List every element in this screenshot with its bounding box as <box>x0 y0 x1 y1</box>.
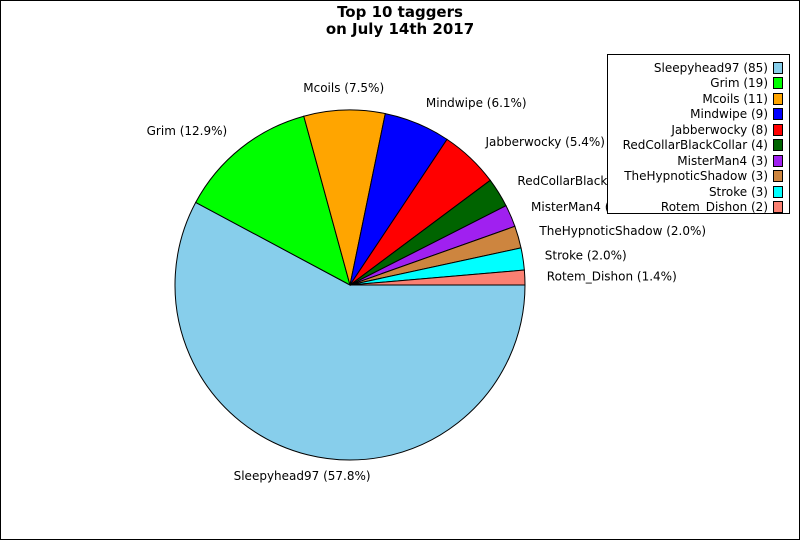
legend-item: Stroke (3) <box>608 184 789 200</box>
chart-title-line-2: on July 14th 2017 <box>325 20 475 38</box>
slice-label: Rotem_Dishon (1.4%) <box>547 270 677 284</box>
legend-item: TheHypnoticShadow (3) <box>608 169 789 185</box>
legend-label: Sleepyhead97 (85) <box>653 60 768 75</box>
slice-label: Grim (12.9%) <box>147 124 228 138</box>
legend-label: Mindwipe (9) <box>690 107 768 122</box>
legend-swatch <box>773 123 783 136</box>
legend-item: RedCollarBlackCollar (4) <box>608 138 789 154</box>
legend-swatch <box>773 77 783 90</box>
legend-label: Mcoils (11) <box>702 91 768 106</box>
legend-item: Grim (19) <box>608 76 789 92</box>
pie-slice-sleepyhead97 <box>174 201 526 461</box>
pie-slice-grim <box>195 115 351 286</box>
legend-swatch <box>773 185 783 198</box>
legend-label: RedCollarBlackCollar (4) <box>622 138 768 153</box>
slice-label: TheHypnoticShadow (2.0%) <box>538 224 706 238</box>
legend-label: Grim (19) <box>710 76 768 91</box>
chart-title-line-1: Top 10 taggers <box>337 3 463 21</box>
legend-item: Jabberwocky (8) <box>608 122 789 138</box>
slice-label: Sleepyhead97 (57.8%) <box>234 469 371 483</box>
legend-item: Rotem_Dishon (2) <box>608 200 789 216</box>
legend-label: Jabberwocky (8) <box>671 122 768 137</box>
legend-item: Sleepyhead97 (85) <box>608 60 789 76</box>
chart-legend: Sleepyhead97 (85) Grim (19) Mcoils (11) … <box>607 54 790 214</box>
legend-item: Mcoils (11) <box>608 91 789 107</box>
legend-item: MisterMan4 (3) <box>608 153 789 169</box>
pie-slice-rotem-dishon <box>349 269 526 286</box>
slice-label: Mcoils (7.5%) <box>303 81 384 95</box>
legend-label: TheHypnoticShadow (3) <box>624 169 768 184</box>
legend-label: Rotem_Dishon (2) <box>660 200 768 215</box>
slice-label: Stroke (2.0%) <box>545 249 627 263</box>
legend-swatch <box>773 92 783 105</box>
legend-swatch <box>773 139 783 152</box>
legend-swatch <box>773 170 783 183</box>
legend-swatch <box>773 108 783 121</box>
slice-label: Mindwipe (6.1%) <box>426 96 527 110</box>
legend-label: Stroke (3) <box>708 184 768 199</box>
slice-label: Jabberwocky (5.4%) <box>485 135 605 149</box>
legend-swatch <box>773 201 783 214</box>
legend-swatch <box>773 61 783 74</box>
legend-item: Mindwipe (9) <box>608 107 789 123</box>
legend-swatch <box>773 154 783 167</box>
legend-label: MisterMan4 (3) <box>677 153 768 168</box>
chart-title: Top 10 taggers on July 14th 2017 <box>0 4 800 38</box>
